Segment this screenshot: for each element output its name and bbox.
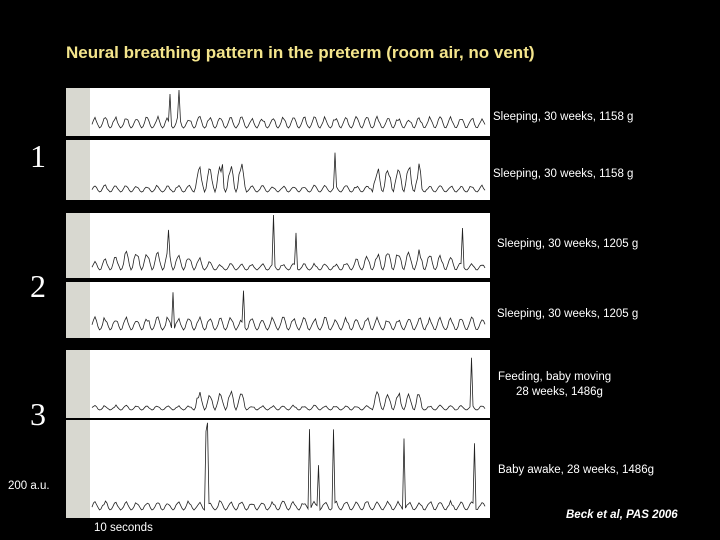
breathing-trace — [91, 290, 486, 331]
slide-title: Neural breathing pattern in the preterm … — [66, 43, 535, 62]
scale-label: 200 a.u. — [8, 480, 50, 492]
panel-margin — [66, 350, 90, 418]
panel-label: Sleeping, 30 weeks, 1205 g — [497, 238, 638, 250]
panel-label: Sleeping, 30 weeks, 1158 g — [493, 168, 633, 180]
breathing-trace — [91, 422, 486, 512]
trace-panel — [66, 140, 490, 200]
breathing-trace — [91, 357, 486, 412]
trace-panel — [66, 420, 490, 518]
trace-panel — [66, 88, 490, 136]
breathing-trace — [91, 89, 486, 129]
panel-label: Sleeping, 30 weeks, 1205 g — [497, 308, 638, 320]
panel-margin — [66, 213, 90, 278]
breathing-trace — [91, 214, 486, 271]
group-number: 3 — [30, 396, 46, 432]
trace-panel — [66, 213, 490, 278]
panel-label: 28 weeks, 1486g — [516, 386, 603, 398]
group-number: 2 — [30, 268, 46, 304]
breathing-trace — [91, 152, 486, 194]
panel-label: Baby awake, 28 weeks, 1486g — [498, 464, 654, 476]
trace-panel — [66, 282, 490, 338]
group-number: 1 — [30, 138, 46, 174]
panel-margin — [66, 88, 90, 136]
time-label: 10 seconds — [94, 522, 153, 534]
trace-panel — [66, 350, 490, 418]
panel-margin — [66, 140, 90, 200]
panel-margin — [66, 420, 90, 518]
panel-label: Sleeping, 30 weeks, 1158 g — [493, 111, 633, 123]
panel-margin — [66, 282, 90, 338]
citation: Beck et al, PAS 2006 — [566, 509, 678, 521]
panel-label: Feeding, baby moving — [498, 371, 611, 383]
